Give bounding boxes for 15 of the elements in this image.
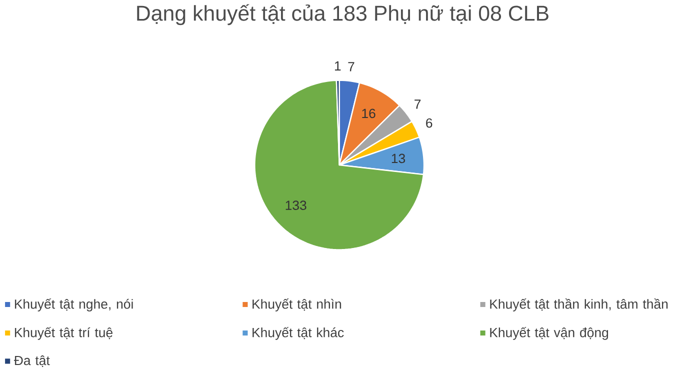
data-label: 6 (426, 118, 432, 128)
legend-label: Khuyết tật khác (252, 326, 344, 340)
data-label: 7 (348, 62, 354, 72)
legend-label: Khuyết tật nghe, nói (14, 298, 133, 312)
data-label: 133 (286, 200, 306, 210)
legend-label: Khuyết tật vận động (490, 326, 608, 340)
data-label: 1 (334, 61, 341, 71)
data-label: 13 (392, 154, 406, 164)
chart-title: Dạng khuyết tật của 183 Phụ nữ tại 08 CLB (137, 4, 548, 26)
legend-label: Khuyết tật thần kinh, tâm thần (490, 298, 668, 312)
data-label: 7 (414, 100, 421, 109)
legend-label: Đa tật (14, 355, 50, 368)
legend-label: Khuyết tật trí tuệ (14, 326, 112, 340)
legend-label: Khuyết tật nhìn (252, 298, 342, 312)
data-label: 16 (362, 108, 376, 118)
